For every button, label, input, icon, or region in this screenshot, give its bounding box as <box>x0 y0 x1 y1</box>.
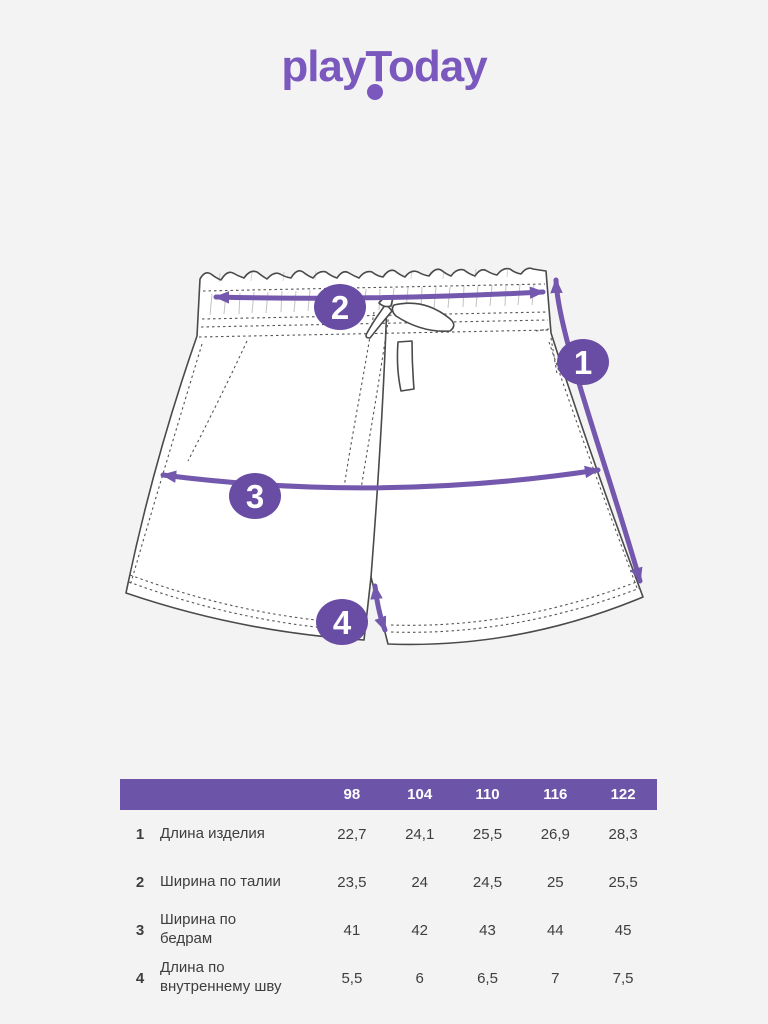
marker-circle-2 <box>314 284 366 330</box>
row-value: 41 <box>343 921 361 939</box>
row-value: 24,1 <box>405 825 435 843</box>
size-column-header: 98 <box>343 786 361 803</box>
row-number: 2 <box>135 873 145 891</box>
row-value: 26,9 <box>540 825 570 843</box>
table-row: 4 Длина по внутреннему шву 5,5 6 6,5 7 7… <box>120 954 657 1002</box>
marker-number-2: 2 <box>331 289 349 326</box>
marker-number-4: 4 <box>333 604 352 641</box>
marker-circle-1 <box>557 339 609 385</box>
row-label: Длина изделия <box>160 824 265 842</box>
size-column-header: 104 <box>407 786 433 803</box>
brand-logo: playToday <box>0 42 768 100</box>
measure-arrow-1 <box>550 277 643 584</box>
row-value: 42 <box>411 921 429 939</box>
row-value: 7 <box>551 969 560 987</box>
table-row: 1 Длина изделия 22,7 24,1 25,5 26,9 28,3 <box>120 810 657 858</box>
table-row: 3 Ширина по бедрам 41 42 43 44 45 <box>120 906 657 954</box>
row-value: 7,5 <box>612 969 634 987</box>
row-value: 44 <box>546 921 564 939</box>
row-value: 23,5 <box>337 873 367 891</box>
row-value: 24,5 <box>472 873 503 891</box>
row-number: 3 <box>135 921 145 939</box>
row-value: 25,5 <box>608 873 638 891</box>
table-row: 2 Ширина по талии 23,5 24 24,5 25 25,5 <box>120 858 657 906</box>
row-number: 4 <box>135 969 145 987</box>
hem-stitching <box>128 574 641 633</box>
row-number: 1 <box>135 825 145 843</box>
measure-arrow-4 <box>370 583 388 633</box>
marker-circle-4 <box>316 599 368 645</box>
row-label: Ширина по бедрам <box>160 911 237 947</box>
size-column-header: 122 <box>610 786 636 803</box>
size-column-header: 116 <box>543 786 568 803</box>
row-label: Длина по внутреннему шву <box>160 959 282 995</box>
measurement-arrows <box>160 277 643 633</box>
size-column-header: 110 <box>475 786 500 803</box>
brand-logo-text: playToday <box>281 42 487 91</box>
row-value: 22,7 <box>337 825 367 843</box>
row-value: 45 <box>614 921 632 939</box>
row-value: 43 <box>479 921 496 939</box>
size-table: 98 104 110 116 122 1 Длина изделия 22,7 … <box>120 779 657 1002</box>
measurement-markers: 2 1 3 4 <box>229 284 609 645</box>
row-value: 28,3 <box>608 825 638 843</box>
measure-arrow-2 <box>213 286 546 304</box>
marker-circle-3 <box>229 473 281 519</box>
row-value: 6 <box>415 969 424 987</box>
row-value: 5,5 <box>341 969 363 987</box>
row-value: 6,5 <box>477 969 498 987</box>
row-value: 24 <box>411 873 429 891</box>
size-table-header: 98 104 110 116 122 <box>120 779 657 810</box>
marker-number-1: 1 <box>574 344 592 381</box>
row-value: 25 <box>546 873 564 891</box>
brand-logo-dot-icon <box>366 84 383 100</box>
row-value: 25,5 <box>472 825 503 843</box>
measure-arrow-3 <box>160 465 601 491</box>
shorts-measurement-diagram: 2 1 3 4 <box>125 267 644 646</box>
marker-number-3: 3 <box>246 478 264 515</box>
row-label: Ширина по талии <box>160 872 281 890</box>
